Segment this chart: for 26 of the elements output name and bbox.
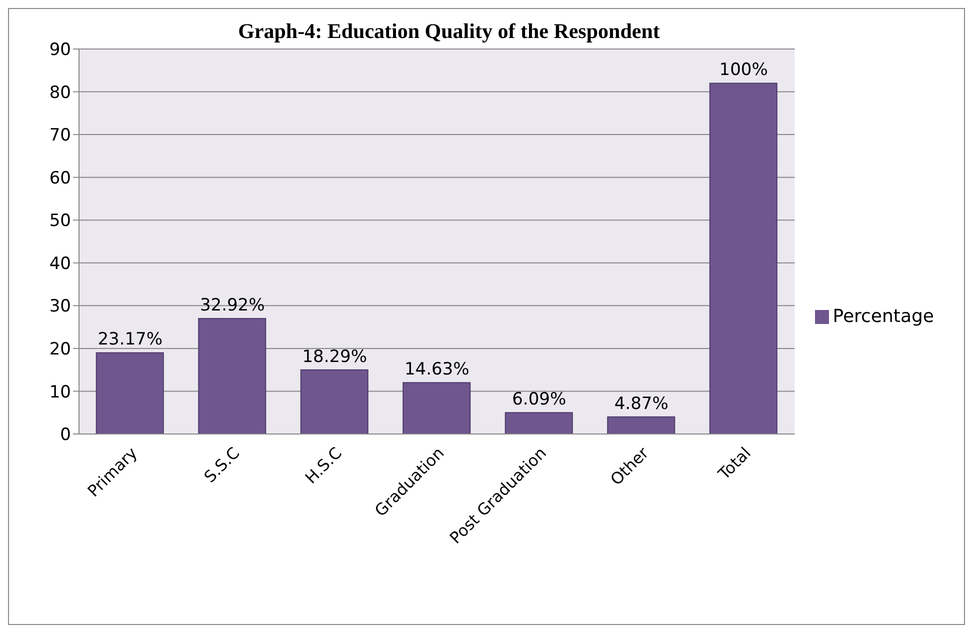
bar [607, 416, 676, 434]
legend-label: Percentage [832, 306, 934, 327]
y-tick-label: 10 [49, 382, 71, 402]
bar [198, 318, 266, 434]
y-tick-label: 90 [49, 40, 71, 60]
y-tick-label: 20 [49, 339, 71, 360]
y-tick-label: 50 [49, 211, 71, 232]
bar [96, 352, 164, 434]
y-tick-label: 60 [49, 168, 71, 188]
y-tick-label: 80 [49, 82, 71, 103]
annotation: 14.63% [404, 360, 470, 380]
bar [300, 369, 368, 434]
y-tick-label: 30 [49, 296, 71, 317]
annotation: 32.92% [200, 296, 265, 316]
chart-title: Graph-4: Education Quality of the Respondent [237, 19, 661, 44]
bar [402, 382, 471, 434]
y-tick-label: 70 [49, 126, 71, 146]
annotation: 23.17% [98, 330, 163, 350]
y-tick-label: 0 [60, 425, 71, 446]
annotation: 100% [719, 60, 768, 80]
bar [504, 412, 573, 434]
bar [709, 82, 778, 434]
y-tick-label: 40 [49, 254, 71, 274]
annotation: 18.29% [302, 346, 368, 367]
annotation: 6.09% [512, 390, 566, 410]
annotation: 4.87% [614, 394, 668, 414]
